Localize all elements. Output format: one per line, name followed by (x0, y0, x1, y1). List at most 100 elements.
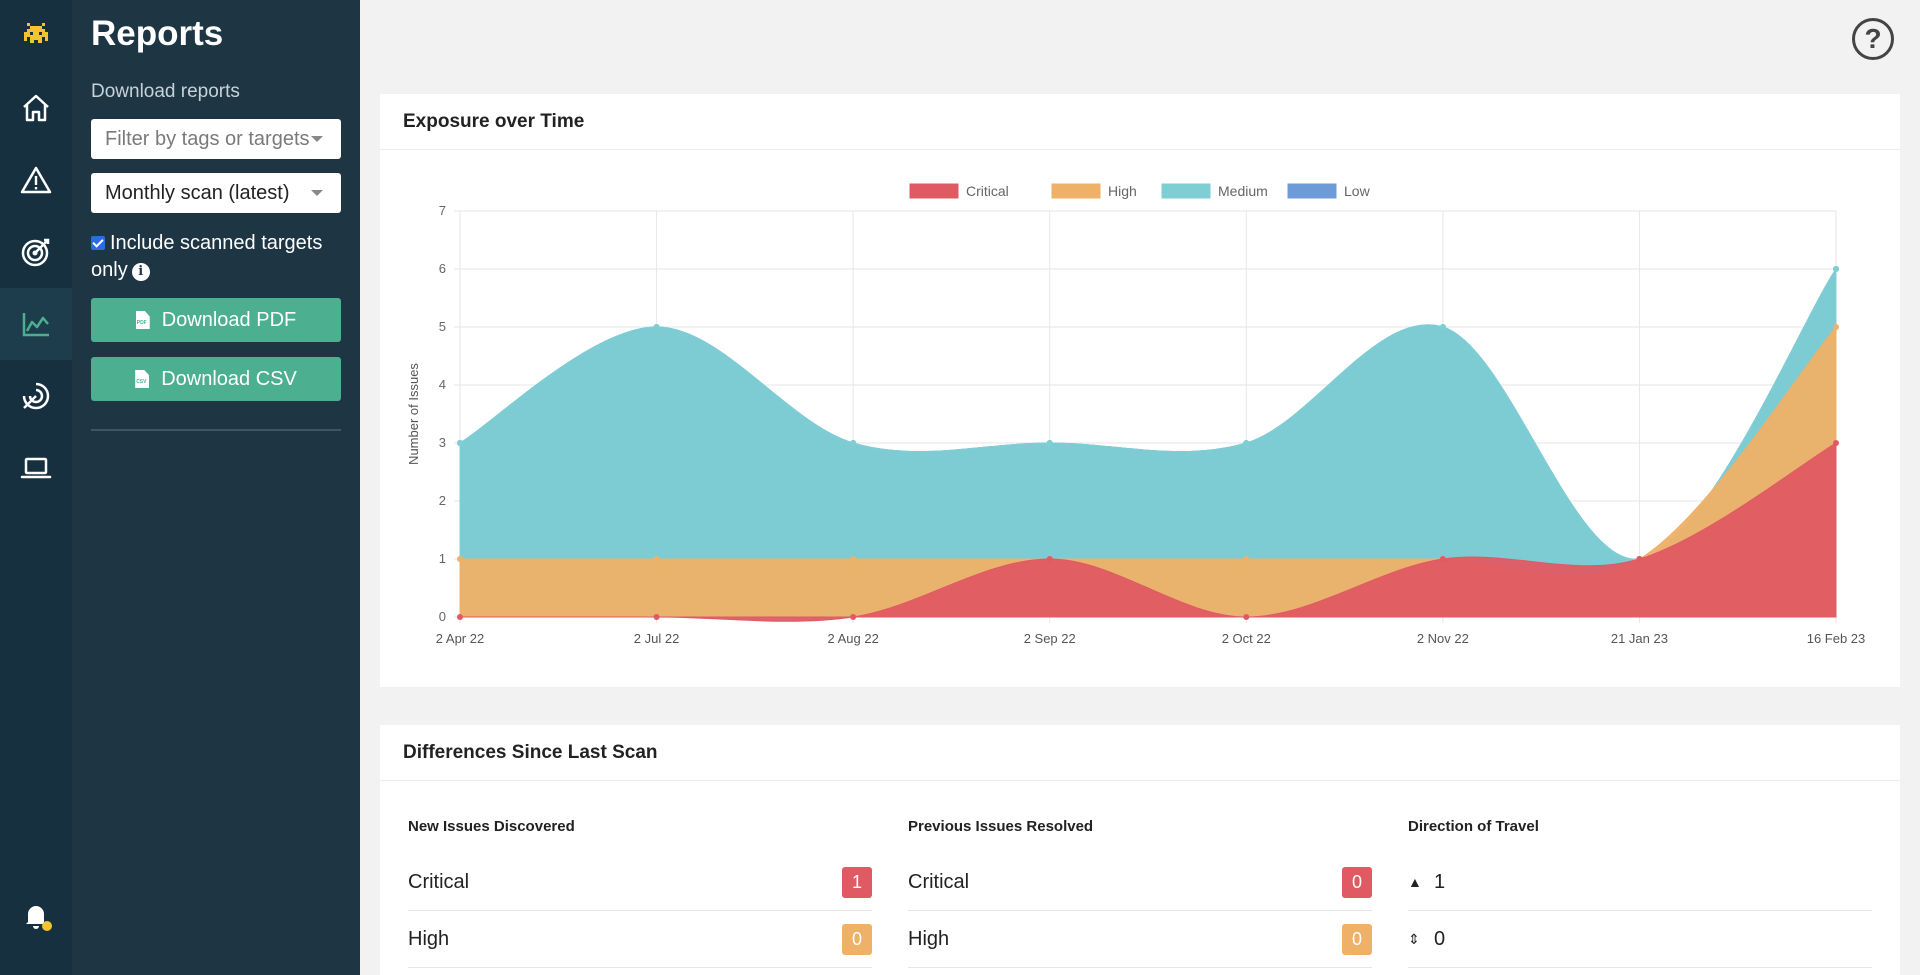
download-pdf-button[interactable]: PDF Download PDF (91, 298, 341, 342)
y-tick-label: 6 (439, 261, 446, 276)
exposure-card: Exposure over Time 0 1 2 3 4 5 6 7 2 Apr 22 2 Jul… (380, 94, 1900, 687)
include-scanned-checkbox[interactable] (91, 236, 105, 250)
nav-assets[interactable] (0, 432, 72, 504)
sort-icon: ⇕ (1408, 930, 1420, 947)
data-point-high (457, 556, 463, 562)
x-tick-label: 2 Sep 22 (1024, 631, 1076, 646)
chevron-down-icon (311, 136, 323, 142)
y-tick-label: 4 (439, 377, 446, 392)
data-point-medium (1439, 324, 1446, 330)
laptop-icon (20, 457, 52, 479)
y-tick-label: 2 (439, 493, 446, 508)
panel-subtitle: Download reports (91, 81, 240, 102)
nav-scans[interactable] (0, 360, 72, 432)
y-tick-label: 7 (439, 203, 446, 218)
exposure-title: Exposure over Time (380, 94, 1900, 150)
data-point-high (653, 556, 660, 562)
resolved-high-row: High 0 (908, 911, 1372, 968)
download-pdf-label: Download PDF (161, 308, 297, 331)
data-point-critical (1046, 556, 1053, 562)
resolved-issues-column: Previous Issues Resolved Critical 0 High… (908, 818, 1372, 968)
direction-heading: Direction of Travel (1408, 818, 1539, 835)
nav-reports[interactable] (0, 288, 72, 360)
data-point-high (850, 556, 857, 562)
x-tick-label: 2 Aug 22 (827, 631, 878, 646)
data-point-medium (653, 324, 660, 330)
app-logo-icon[interactable] (0, 0, 72, 68)
data-point-high (1833, 324, 1839, 330)
count-badge: 1 (842, 866, 872, 898)
data-point-critical (1636, 556, 1643, 562)
csv-file-icon: CSV (135, 370, 150, 388)
x-tick-label: 21 Jan 23 (1611, 631, 1668, 646)
target-icon (21, 238, 50, 267)
data-point-medium (1833, 266, 1839, 272)
direction-up-row: ▲ 1 (1408, 854, 1872, 911)
data-point-critical (1833, 440, 1839, 446)
data-point-critical (850, 614, 857, 620)
x-tick-label: 2 Jul 22 (634, 631, 680, 646)
differences-title: Differences Since Last Scan (380, 725, 1900, 781)
data-point-critical (1243, 614, 1250, 620)
download-csv-label: Download CSV (161, 367, 297, 390)
count-badge: 0 (1342, 866, 1372, 898)
y-tick-label: 1 (439, 551, 446, 566)
page-title: Reports (91, 14, 224, 53)
chart-icon (22, 313, 49, 337)
x-tick-label: 16 Feb 23 (1807, 631, 1866, 646)
pdf-file-icon: PDF (135, 311, 150, 329)
filter-input[interactable]: Filter by tags or targets (91, 119, 341, 159)
direction-value: 1 (1434, 870, 1446, 893)
caret-up-icon: ▲ (1408, 874, 1422, 890)
icon-rail (0, 0, 72, 975)
include-scanned-option: Include scanned targets only i (91, 230, 351, 284)
direction-column: Direction of Travel ▲ 1 ⇕ 0 (1408, 818, 1872, 968)
y-tick-label: 5 (439, 319, 446, 334)
differences-card: Differences Since Last Scan New Issues D… (380, 725, 1900, 975)
data-point-medium (1046, 440, 1053, 446)
notifications-button[interactable] (0, 880, 72, 952)
legend-swatch (1161, 183, 1211, 199)
data-point-medium (850, 440, 857, 446)
legend-label: High (1108, 183, 1137, 199)
x-tick-label: 2 Apr 22 (436, 631, 484, 646)
radar-icon (22, 382, 50, 410)
scan-select[interactable]: Monthly scan (latest) (91, 173, 341, 213)
scan-select-value: Monthly scan (latest) (105, 181, 290, 204)
info-icon[interactable]: i (131, 263, 150, 281)
data-point-critical (653, 614, 660, 620)
filter-placeholder: Filter by tags or targets (105, 127, 310, 150)
help-icon[interactable]: ? (1852, 18, 1894, 60)
y-axis-label: Number of Issues (406, 363, 421, 465)
count-badge: 0 (1342, 923, 1372, 955)
data-point-critical (1439, 556, 1446, 562)
warning-icon (20, 166, 52, 194)
new-issues-heading: New Issues Discovered (408, 818, 575, 835)
chevron-down-icon (311, 190, 323, 196)
row-label: Critical (908, 870, 970, 893)
data-point-high (1243, 556, 1250, 562)
new-critical-row: Critical 1 (408, 854, 872, 911)
exposure-chart: 0 1 2 3 4 5 6 7 2 Apr 22 2 Jul 22 2 Aug 22 2 Sep 22… (406, 183, 1866, 646)
reports-panel: Reports Download reports Filter by tags … (72, 0, 360, 975)
legend-label: Critical (966, 183, 1009, 199)
row-label: Critical (408, 870, 470, 893)
legend-swatch (1287, 183, 1337, 199)
home-icon (23, 94, 49, 122)
bell-icon (26, 906, 52, 931)
legend-swatch (909, 183, 959, 199)
nav-issues[interactable] (0, 144, 72, 216)
resolved-issues-heading: Previous Issues Resolved (908, 818, 1094, 835)
direction-value: 0 (1434, 927, 1446, 950)
row-label: High (408, 927, 450, 950)
download-csv-button[interactable]: CSV Download CSV (91, 357, 341, 401)
legend-label: Medium (1218, 183, 1268, 199)
count-badge: 0 (842, 923, 872, 955)
nav-targets[interactable] (0, 216, 72, 288)
data-point-medium (457, 440, 463, 446)
x-tick-label: 2 Nov 22 (1417, 631, 1469, 646)
divider (91, 429, 341, 431)
include-scanned-label[interactable]: Include scanned targets only (91, 232, 323, 281)
nav-home[interactable] (0, 72, 72, 144)
resolved-critical-row: Critical 0 (908, 854, 1372, 911)
